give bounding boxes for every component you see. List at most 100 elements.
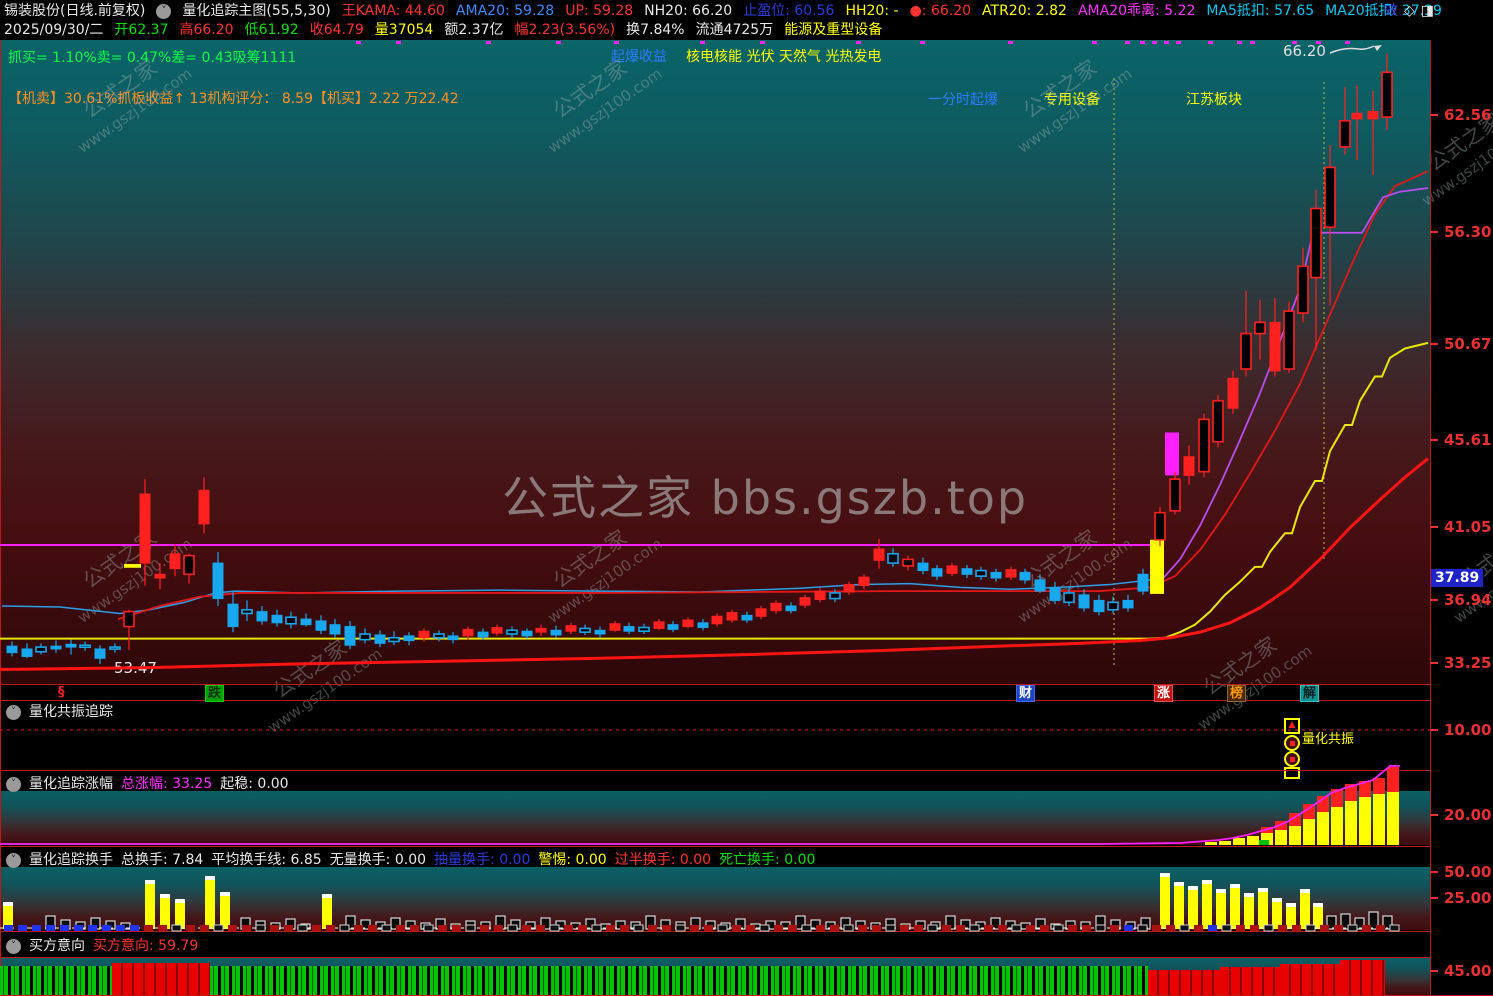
- candle: [623, 626, 635, 632]
- candle: [1310, 207, 1322, 279]
- ribbon-badge[interactable]: 涨: [1154, 685, 1174, 702]
- intent-ribbon-segment: [210, 966, 1148, 995]
- candle: [79, 644, 91, 649]
- signal-bar: [124, 564, 141, 568]
- marker-square: [732, 925, 741, 931]
- sector-jiangsu-link[interactable]: 江苏板块: [1186, 92, 1242, 108]
- collapse-chevron-icon[interactable]: ˅: [156, 3, 172, 19]
- candle: [638, 626, 650, 633]
- toolbar-icon[interactable]: ◨: [1420, 3, 1435, 19]
- sector-zhuanyong-link[interactable]: 专用设备: [1044, 92, 1100, 108]
- marker-square: [942, 925, 951, 931]
- quote-value: 开62.37: [114, 22, 169, 38]
- candle: [1063, 592, 1075, 604]
- collapse-chevron-icon[interactable]: ˅: [6, 852, 21, 868]
- marker-square: [648, 925, 657, 931]
- marker-square: [186, 925, 195, 931]
- marker-square: [465, 924, 476, 932]
- turnover-bar-hollow: [540, 917, 551, 930]
- panel-intent-header[interactable]: ˅ 买方意向 买方意向: 59.79: [6, 937, 198, 955]
- chart-bottom-strip: [0, 685, 1430, 700]
- turnover-bar-cap: [1258, 888, 1268, 892]
- turnover-bar-cap: [205, 876, 215, 880]
- candle: [1254, 321, 1266, 335]
- gain-bar: [1317, 812, 1329, 845]
- candle: [198, 489, 210, 525]
- marker-square: [1011, 924, 1022, 932]
- marker-square: [927, 924, 938, 932]
- chart-left-border: [0, 40, 1, 996]
- candle: [21, 648, 33, 657]
- sector-tags-row1[interactable]: 核电核能 光伏 天然气 光热发电: [686, 49, 882, 65]
- panel-turnover-header[interactable]: ˅ 量化追踪换手 总换手: 7.84 平均换手线: 6.85 无量换手: 0.00 抽量换…: [6, 851, 815, 869]
- turnover-bar: [3, 906, 13, 929]
- candle: [271, 614, 283, 624]
- turnover-bar: [160, 898, 170, 929]
- candle: [1269, 321, 1281, 372]
- quote-value: 高66.20: [179, 22, 234, 38]
- collapse-chevron-icon[interactable]: ˅: [6, 704, 21, 720]
- marker-square: [522, 925, 531, 931]
- signal-dot: [1237, 41, 1242, 44]
- marker-square: [297, 924, 308, 932]
- marker-square: [368, 925, 377, 931]
- ribbon-badge[interactable]: 解: [1300, 685, 1320, 702]
- price-high-label: 66.20: [1283, 42, 1326, 60]
- collapse-chevron-icon[interactable]: ˅: [6, 938, 21, 954]
- marker-square: [507, 924, 518, 932]
- panel-gain-stat: 总涨幅: 33.25: [121, 776, 213, 792]
- institution-stats-label: 【机卖】30.61%抓板收益↑ 13机构评分： 8.59【机买】2.22 万22…: [8, 91, 459, 107]
- candle: [843, 584, 855, 593]
- ribbon-badge[interactable]: 财: [1016, 685, 1036, 702]
- turnover-bar-cap: [1216, 889, 1226, 893]
- marker-square: [326, 925, 335, 931]
- marker-square: [1305, 924, 1316, 932]
- turnover-bar: [1300, 893, 1310, 929]
- candle: [1019, 571, 1031, 581]
- marker-square: [144, 925, 153, 931]
- panel-turnover-stat: 抽量换手: 0.00: [434, 852, 531, 868]
- candle: [388, 636, 400, 643]
- ribbon-badge[interactable]: 跌: [205, 685, 225, 702]
- ribbon-badge[interactable]: 榜: [1227, 685, 1247, 702]
- panel-gain-header[interactable]: ˅ 量化追踪涨幅 总涨幅: 33.25 起稳: 0.00: [6, 775, 289, 793]
- candle: [902, 558, 914, 567]
- marker-square: [32, 925, 41, 931]
- indicator-value: 量化追踪主图(55,5,30): [182, 3, 331, 19]
- gain-bar-top: [1387, 767, 1399, 792]
- collapse-chevron-icon[interactable]: ˅: [6, 776, 21, 792]
- marker-square: [984, 925, 993, 931]
- signal-qibao-link[interactable]: 起爆收益: [611, 49, 667, 65]
- candle: [755, 608, 767, 617]
- turnover-bar: [1313, 907, 1323, 929]
- signal-yifenshi-link[interactable]: 一分时起爆: [928, 92, 998, 108]
- signal-dot: [1250, 41, 1255, 44]
- capture-stats-label: 抓买= 1.10%卖= 0.47%差= 0.43吸筹1111: [8, 50, 297, 66]
- candle: [814, 590, 826, 600]
- marker-square: [1347, 924, 1358, 932]
- candle: [726, 612, 738, 621]
- panel-resonance-header[interactable]: ˅ 量化共振追踪: [6, 703, 113, 721]
- marker-square: [480, 925, 489, 931]
- gain-bar: [1373, 794, 1385, 845]
- gain-bar-top: [1303, 804, 1315, 819]
- turnover-bar-cap: [145, 880, 155, 884]
- marker-square: [1053, 924, 1064, 932]
- quote-value: 收64.79: [309, 22, 364, 38]
- toolbar-icon[interactable]: 效: [1384, 3, 1398, 19]
- price-arrowhead: [1374, 45, 1382, 51]
- turnover-bar-cap: [160, 894, 170, 898]
- marker-square: [423, 924, 434, 932]
- candle: [931, 568, 943, 577]
- gain-bar: [1247, 836, 1259, 845]
- candle: [462, 628, 474, 637]
- marker-square: [438, 925, 447, 931]
- panel-gain-title: 量化追踪涨幅: [29, 776, 113, 792]
- ribbon-badge[interactable]: §: [58, 685, 65, 700]
- toolbar-icon[interactable]: ◇: [1404, 3, 1415, 19]
- turnover-bar-cap: [1230, 884, 1240, 888]
- quote-value: 流通4725万: [695, 22, 774, 38]
- candle: [785, 605, 797, 612]
- candle: [1367, 110, 1379, 120]
- marker-square: [1362, 925, 1371, 931]
